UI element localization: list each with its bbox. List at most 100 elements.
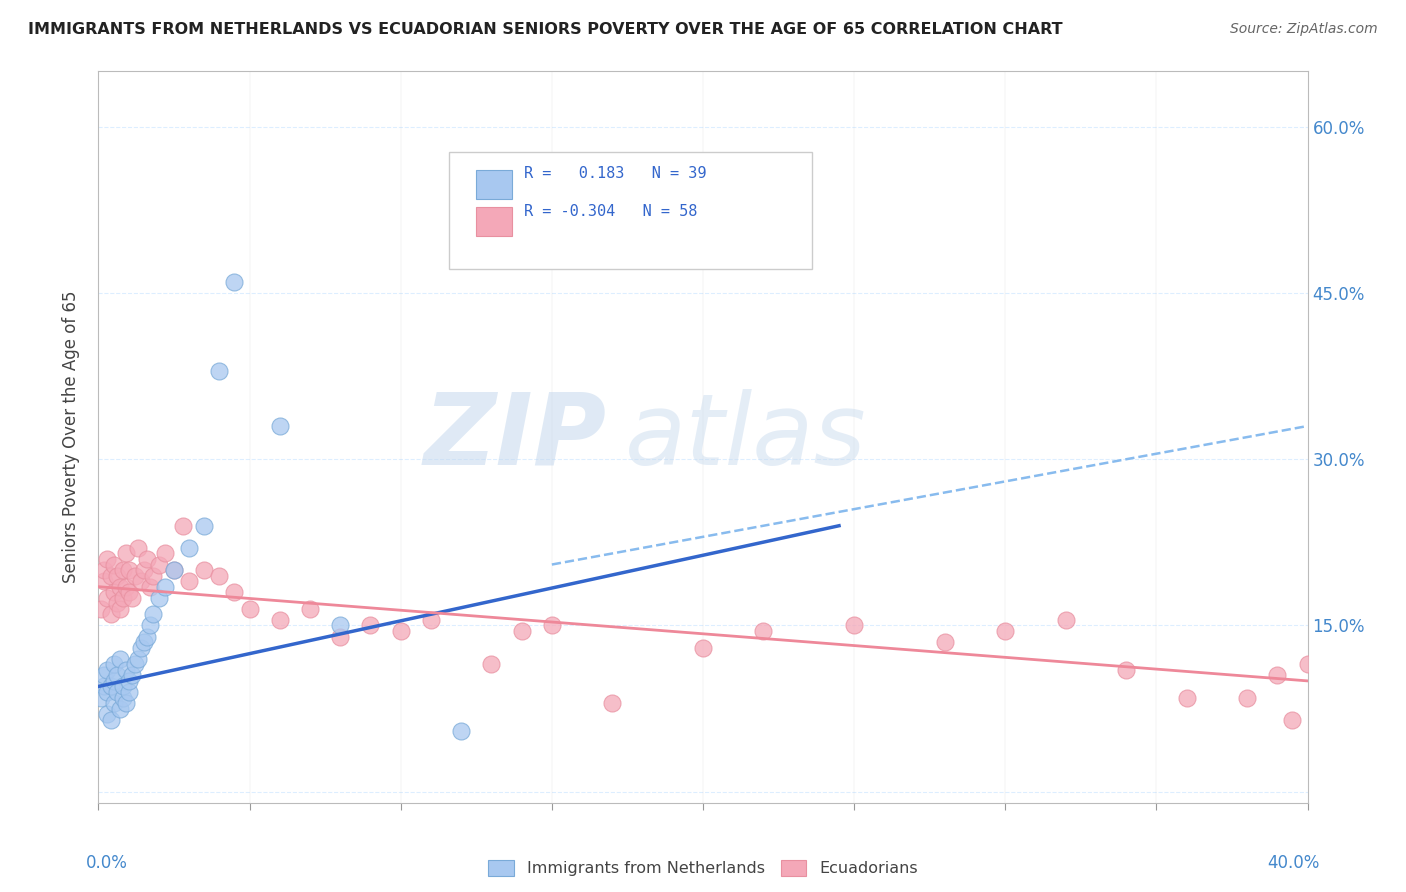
Point (127, 541, 149, 555)
Point (193, 518, 215, 533)
Point (108, 651, 131, 665)
Text: R =   0.183   N = 39: R = 0.183 N = 39 (524, 166, 707, 181)
Point (105, 685, 128, 699)
Point (269, 419, 291, 434)
Text: ZIP: ZIP (423, 389, 606, 485)
Point (105, 596, 128, 610)
Point (135, 630, 157, 644)
FancyBboxPatch shape (449, 152, 811, 268)
Bar (475, 207, 512, 235)
Point (118, 585, 141, 599)
Point (96, 685, 118, 699)
Point (96, 663, 118, 677)
Point (127, 651, 149, 665)
Point (93, 680, 115, 694)
Point (129, 640, 152, 655)
Point (1267, 668, 1289, 682)
Point (163, 563, 186, 577)
Point (93, 668, 115, 682)
Point (142, 607, 165, 622)
Point (239, 602, 262, 616)
Point (111, 680, 134, 694)
Point (224, 585, 246, 599)
Point (172, 518, 194, 533)
Point (105, 568, 128, 582)
Point (114, 696, 136, 710)
Point (105, 668, 128, 682)
Point (208, 568, 231, 582)
Legend: Immigrants from Netherlands, Ecuadorians: Immigrants from Netherlands, Ecuadorians (482, 854, 924, 882)
Point (118, 673, 141, 688)
Point (132, 563, 155, 577)
Point (100, 568, 122, 582)
Point (1236, 690, 1258, 705)
Point (111, 563, 134, 577)
Point (142, 568, 165, 582)
Point (1115, 663, 1137, 677)
Bar (475, 170, 512, 200)
Point (148, 558, 170, 572)
Point (540, 618, 562, 632)
Point (153, 580, 176, 594)
Point (299, 602, 322, 616)
Point (114, 546, 136, 560)
Point (100, 680, 122, 694)
Point (692, 640, 714, 655)
Point (90, 690, 112, 705)
Point (450, 723, 472, 738)
Point (193, 563, 215, 577)
Point (420, 613, 443, 627)
Point (1281, 713, 1303, 727)
Text: R = -0.304   N = 58: R = -0.304 N = 58 (524, 204, 697, 219)
Point (108, 580, 131, 594)
Point (135, 552, 157, 566)
Point (124, 568, 146, 582)
Point (96, 707, 118, 722)
Point (389, 624, 412, 638)
Point (179, 574, 201, 589)
Point (114, 580, 136, 594)
Point (103, 657, 125, 672)
Point (934, 635, 956, 649)
Point (100, 713, 122, 727)
Point (179, 541, 201, 555)
Point (108, 602, 131, 616)
Point (329, 618, 352, 632)
Y-axis label: Seniors Poverty Over the Age of 65: Seniors Poverty Over the Age of 65 (62, 291, 80, 583)
Text: Source: ZipAtlas.com: Source: ZipAtlas.com (1230, 22, 1378, 37)
Point (114, 663, 136, 677)
Point (111, 591, 134, 605)
Point (96, 591, 118, 605)
Point (148, 591, 170, 605)
Point (93, 563, 115, 577)
Point (994, 624, 1017, 638)
Text: 40.0%: 40.0% (1267, 854, 1320, 872)
Point (96, 552, 118, 566)
Point (752, 624, 775, 638)
Point (163, 563, 186, 577)
Point (111, 690, 134, 705)
Point (103, 558, 125, 572)
Point (129, 574, 152, 589)
Point (118, 685, 141, 699)
Point (329, 630, 352, 644)
Point (103, 696, 125, 710)
Point (224, 275, 246, 289)
Point (153, 546, 176, 560)
Point (481, 657, 503, 672)
Point (1054, 613, 1077, 627)
Point (124, 657, 146, 672)
Point (139, 580, 162, 594)
Point (108, 701, 131, 715)
Text: atlas: atlas (624, 389, 866, 485)
Point (510, 624, 533, 638)
Point (121, 591, 143, 605)
Point (100, 607, 122, 622)
Point (1175, 690, 1198, 705)
Point (208, 363, 231, 377)
Text: IMMIGRANTS FROM NETHERLANDS VS ECUADORIAN SENIORS POVERTY OVER THE AGE OF 65 COR: IMMIGRANTS FROM NETHERLANDS VS ECUADORIA… (28, 22, 1063, 37)
Point (360, 618, 382, 632)
Point (139, 618, 162, 632)
Point (118, 563, 141, 577)
Point (90, 602, 112, 616)
